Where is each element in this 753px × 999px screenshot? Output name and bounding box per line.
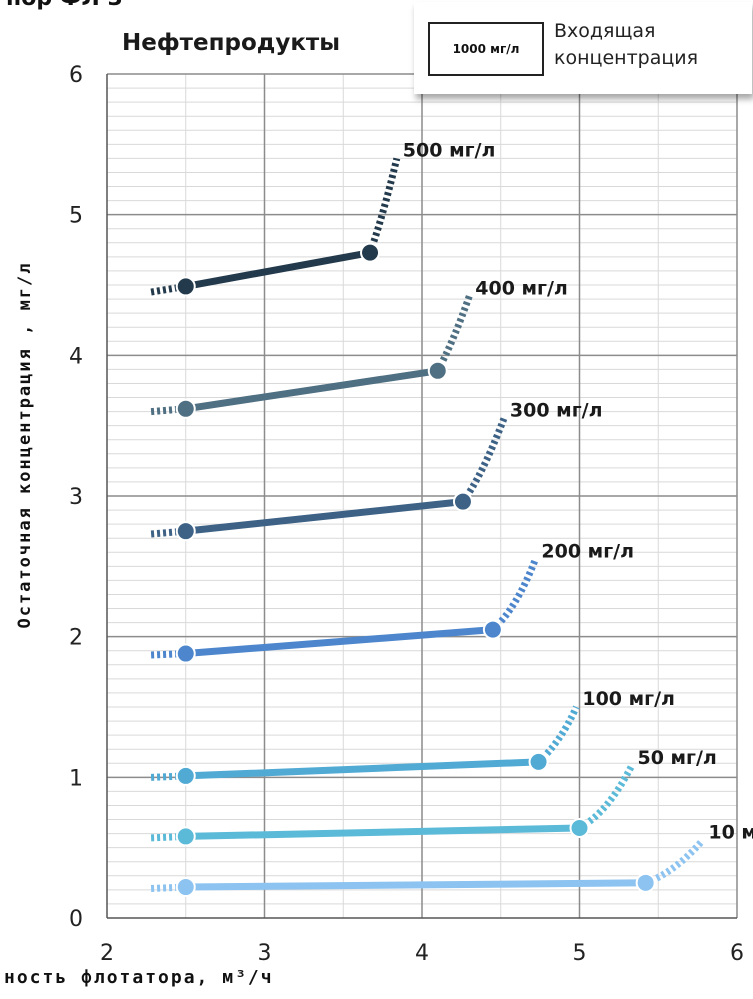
data-point — [452, 491, 473, 512]
series-group — [150, 157, 705, 898]
series-end-extension — [536, 705, 580, 765]
chart-title: Нефтепродукты — [122, 30, 341, 56]
series-line — [182, 367, 442, 413]
series-end-extension — [460, 417, 508, 504]
series-end-extension — [434, 295, 473, 373]
data-point — [175, 765, 196, 786]
x-tick-label: 4 — [415, 941, 429, 966]
series-end-extension — [577, 764, 635, 832]
legend-text: Входящая концентрация — [554, 18, 698, 72]
legend-swatch: 1000 мг/л — [428, 22, 544, 76]
data-point — [175, 521, 196, 542]
series-label: 100 мг/л — [582, 688, 675, 710]
data-point — [427, 360, 448, 381]
series-line — [182, 824, 583, 840]
series-label: 400 мг/л — [475, 277, 568, 299]
legend-text-line2: концентрация — [554, 47, 699, 69]
data-point — [175, 643, 196, 664]
series-label: 300 мг/л — [510, 400, 603, 422]
x-tick-label: 2 — [100, 941, 114, 966]
y-tick-label: 6 — [69, 63, 83, 88]
x-axis-label: ность флотатора, м³/ч — [4, 967, 274, 988]
x-tick-label: 3 — [258, 941, 272, 966]
legend: 1000 мг/л Входящая концентрация — [414, 2, 752, 94]
y-tick-label: 3 — [69, 485, 83, 510]
series-line — [182, 498, 467, 535]
series-line — [182, 879, 650, 891]
series-label: 500 мг/л — [403, 139, 496, 161]
series-label: 50 мг/л — [637, 747, 716, 769]
grid — [107, 73, 738, 918]
data-point — [175, 826, 196, 847]
y-tick-label: 1 — [69, 766, 83, 791]
series-labels: 500 мг/л 400 мг/л 300 мг/л 200 мг/л 100 мг/л… — [403, 139, 753, 843]
x-tick-label: 5 — [573, 941, 587, 966]
data-point — [175, 877, 196, 898]
data-point — [569, 817, 590, 838]
series-label: 10 мг/л — [708, 822, 753, 844]
series-end-extension — [644, 838, 705, 887]
series-label: 200 мг/л — [541, 540, 634, 562]
data-point — [175, 276, 196, 297]
y-tick-label: 5 — [69, 204, 83, 229]
y-axis-label: Остаточная концентрация , мг/л — [15, 261, 35, 629]
data-point — [360, 242, 381, 263]
y-tick-label: 4 — [69, 344, 83, 369]
series-line — [182, 626, 497, 658]
y-tick-label: 0 — [69, 907, 83, 932]
data-point — [175, 398, 196, 419]
page-title: пор ФЛ 3 — [6, 0, 123, 11]
legend-text-line1: Входящая — [554, 20, 656, 42]
axes: 0 1 2 3 4 5 6 2 3 4 5 6 — [69, 63, 744, 966]
x-tick-label: 6 — [730, 941, 744, 966]
series-line — [182, 249, 374, 290]
y-tick-label: 2 — [69, 626, 83, 651]
data-point — [482, 619, 503, 640]
series-line — [182, 758, 543, 780]
data-point — [635, 872, 656, 893]
data-point — [528, 751, 549, 772]
